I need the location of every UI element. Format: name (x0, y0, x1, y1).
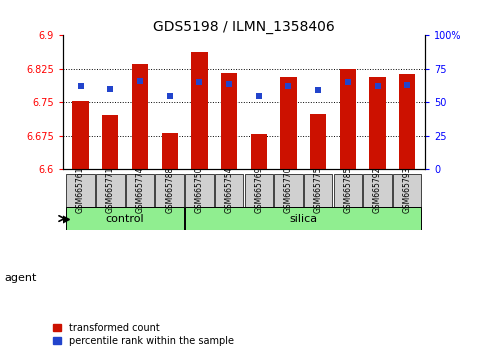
Text: GSM665775: GSM665775 (313, 167, 323, 213)
Text: GSM665750: GSM665750 (195, 167, 204, 213)
Bar (96, 173, 125, 207)
Title: GDS5198 / ILMN_1358406: GDS5198 / ILMN_1358406 (153, 21, 335, 34)
Bar (340, 69, 356, 169)
Bar (191, 52, 208, 169)
Bar (244, 173, 273, 207)
Bar (102, 115, 118, 169)
Bar (132, 64, 148, 169)
Text: GSM665770: GSM665770 (284, 167, 293, 213)
Bar (304, 173, 332, 207)
Bar (66, 173, 95, 207)
Bar (334, 173, 362, 207)
Text: GSM665774: GSM665774 (136, 167, 144, 213)
Bar (280, 77, 297, 169)
Legend: transformed count, percentile rank within the sample: transformed count, percentile rank withi… (53, 323, 234, 346)
Bar (221, 73, 237, 169)
Bar (215, 173, 243, 207)
Text: GSM665788: GSM665788 (165, 167, 174, 213)
Text: GSM665754: GSM665754 (225, 167, 234, 213)
Text: GSM665769: GSM665769 (254, 167, 263, 213)
Text: control: control (106, 213, 144, 223)
Bar (185, 173, 213, 207)
Text: GSM665761: GSM665761 (76, 167, 85, 213)
Bar (251, 135, 267, 169)
Text: GSM665792: GSM665792 (373, 167, 382, 213)
Bar (66, 207, 184, 230)
Bar (72, 102, 89, 169)
Bar (363, 173, 392, 207)
Text: GSM665793: GSM665793 (403, 167, 412, 213)
Text: agent: agent (5, 273, 37, 283)
Text: GSM665785: GSM665785 (343, 167, 352, 213)
Text: GSM665771: GSM665771 (106, 167, 115, 213)
Bar (310, 114, 327, 169)
Text: silica: silica (289, 213, 317, 223)
Bar (156, 173, 184, 207)
Bar (161, 133, 178, 169)
Bar (399, 74, 415, 169)
Bar (393, 173, 422, 207)
Bar (185, 207, 422, 230)
Bar (126, 173, 154, 207)
Bar (369, 77, 386, 169)
Bar (274, 173, 303, 207)
